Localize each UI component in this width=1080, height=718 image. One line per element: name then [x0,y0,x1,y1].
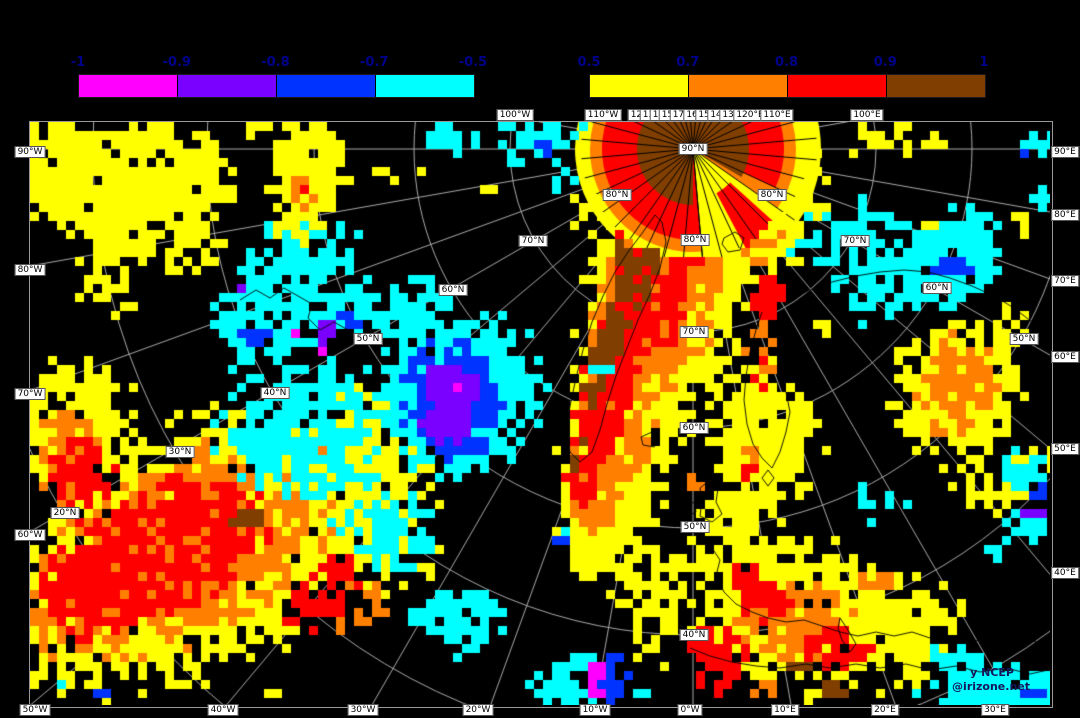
graticule-label: 80°N [680,234,710,246]
colorbar-segment [689,75,788,97]
graticule-label: 20°N [50,507,80,519]
colorbar-segment [79,75,178,97]
graticule-label: 60°N [438,284,468,296]
colorbar-tick-label: 1 [979,55,989,70]
graticule-label: 90°E [1051,146,1079,158]
graticule-label: 10°E [771,704,799,716]
colorbar-segment [277,75,376,97]
colorbar-tick-label: -0.9 [162,55,191,70]
graticule-label: 40°N [260,387,290,399]
graticule-label: 60°N [922,282,952,294]
graticule-label: 50°N [1009,333,1039,345]
graticule-label: 30°W [347,704,379,716]
colorbar-tick-label: 0.7 [676,55,700,70]
colorbar-tick-label: -0.8 [261,55,290,70]
graticule-label: 20°W [462,704,494,716]
graticule-label: 70°N [840,235,870,247]
graticule-label: 50°N [680,521,710,533]
graticule-label: 70°N [679,326,709,338]
graticule-label: 70°E [1051,275,1079,287]
graticule-label: 90°N [678,143,708,155]
colorbar-positive [589,74,986,98]
graticule-label: 50°N [353,333,383,345]
colorbar-tick-label: -0.7 [360,55,389,70]
colorbar-segment [788,75,887,97]
watermark-line2: @irizone.net [952,680,1030,693]
graticule-label: 80°N [757,189,787,201]
graticule-label: 40°E [1051,567,1079,579]
graticule-label: 70°W [14,388,46,400]
graticule-label: 20°E [871,704,899,716]
colorbar-segment [376,75,474,97]
watermark: y NCEP @irizone.net [890,666,1030,694]
colorbar-segment [590,75,689,97]
graticule-label: 90°W [14,146,46,158]
graticule-label: 50°E [1051,443,1079,455]
graticule-label: 70°N [518,235,548,247]
graticule-label: 40°N [679,629,709,641]
colorbar-tick-label: 0.5 [577,55,601,70]
graticule-label: 80°W [14,264,46,276]
colorbar-tick-label: -0.5 [458,55,488,70]
colorbar-negative [78,74,475,98]
polar-stereographic-map-canvas [30,122,1050,705]
graticule-label: 110°W [584,109,622,121]
colorbar-tick-label: 0.9 [873,55,897,70]
graticule-label: 60°W [14,529,46,541]
graticule-label: 80°N [602,189,632,201]
colorbar-tick-label: 0.8 [774,55,799,70]
graticule-label: 100°W [496,109,534,121]
graticule-label: 60°N [679,422,709,434]
graticule-label: 50°W [19,704,51,716]
colorbar-tick-label: -1 [70,55,86,70]
graticule-label: 30°N [165,446,195,458]
graticule-label: 30°E [981,704,1009,716]
graticule-label: 40°W [207,704,239,716]
colorbar-segment [887,75,985,97]
graticule-label: 60°E [1051,351,1079,363]
graticule-label: 100°E [850,109,884,121]
graticule-label: 10°W [579,704,611,716]
map-frame [29,121,1053,708]
graticule-label: 0°W [677,704,703,716]
graticule-label: 110°E [760,109,794,121]
graticule-label: 80°E [1051,209,1079,221]
colorbar-segment [178,75,277,97]
watermark-line1: y NCEP [970,666,1014,679]
